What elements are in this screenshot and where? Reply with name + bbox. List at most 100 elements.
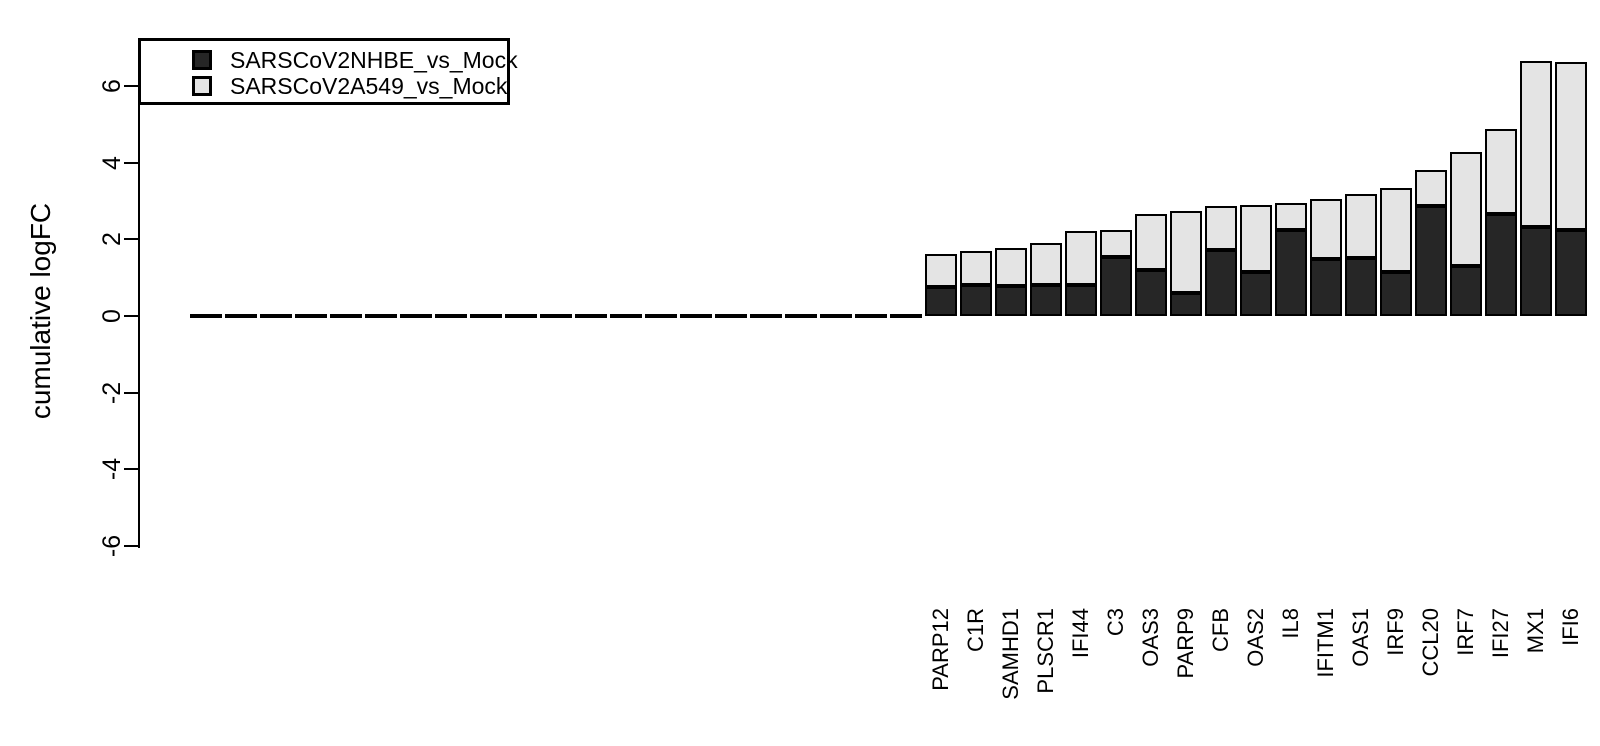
x-axis-label: PARP9 (1173, 608, 1198, 679)
zero-bar-dash (820, 314, 852, 318)
bar-segment-nhbe (1485, 214, 1517, 316)
bar-segment-nhbe (1450, 266, 1482, 316)
bar-segment-nhbe (1205, 250, 1237, 316)
x-axis-label: IFI27 (1488, 608, 1513, 659)
y-tick-label: -6 (98, 534, 126, 558)
y-tick-label: 0 (98, 309, 126, 323)
x-axis-label: PARP12 (928, 608, 953, 691)
zero-bar-dash (365, 314, 397, 318)
zero-bar-dash (645, 314, 677, 318)
zero-bar-dash (470, 314, 502, 318)
x-axis-label: PLSCR1 (1033, 608, 1058, 694)
x-axis-label: CCL20 (1418, 608, 1443, 677)
bar-segment-nhbe (1100, 257, 1132, 316)
bar-segment-nhbe (1380, 272, 1412, 316)
x-axis-label: IFI6 (1558, 608, 1583, 646)
zero-bar-dash (890, 314, 922, 318)
bar-segment-a549 (1275, 203, 1307, 230)
zero-bar-dash (855, 314, 887, 318)
x-axis-label: MX1 (1523, 608, 1548, 654)
bar-segment-nhbe (1135, 270, 1167, 316)
bar-segment-a549 (1135, 214, 1167, 270)
zero-bar-dash (330, 314, 362, 318)
y-tick-label: 6 (98, 79, 126, 93)
zero-bar-dash (750, 314, 782, 318)
bar-segment-nhbe (1555, 230, 1587, 316)
y-tick-label: 2 (98, 232, 126, 246)
x-axis-label: IRF9 (1383, 608, 1408, 656)
bar-segment-nhbe (1520, 227, 1552, 316)
bar-segment-a549 (1170, 211, 1202, 293)
y-axis-title: cumulative logFC (25, 202, 56, 420)
legend-label-nhbe: SARSCoV2NHBE_vs_Mock (230, 47, 518, 73)
y-tick (124, 468, 138, 470)
zero-bar-dash (540, 314, 572, 318)
bar-segment-a549 (1415, 170, 1447, 206)
zero-bar-dash (260, 314, 292, 318)
bar-segment-a549 (1030, 243, 1062, 285)
x-axis-label: IRF7 (1453, 608, 1478, 656)
bar-segment-nhbe (1415, 206, 1447, 316)
bar-segment-nhbe (1310, 259, 1342, 316)
x-axis-label: IL8 (1278, 608, 1303, 639)
y-tick (124, 545, 138, 547)
legend-label-a549: SARSCoV2A549_vs_Mock (230, 73, 508, 99)
bar-segment-nhbe (1275, 230, 1307, 316)
y-tick (124, 315, 138, 317)
legend-item-a549: SARSCoV2A549_vs_Mock (141, 73, 507, 99)
bar-segment-a549 (1205, 206, 1237, 250)
bar-segment-a549 (1345, 194, 1377, 258)
bar-segment-a549 (1310, 199, 1342, 259)
bar-segment-nhbe (1345, 258, 1377, 316)
bar-segment-a549 (1100, 230, 1132, 257)
bar-segment-a549 (1485, 129, 1517, 214)
bar-segment-nhbe (1065, 285, 1097, 316)
zero-bar-dash (680, 314, 712, 318)
y-tick-label: -2 (98, 381, 126, 405)
x-axis-label: IFITM1 (1313, 608, 1338, 678)
zero-bar-dash (190, 314, 222, 318)
bar-segment-nhbe (1240, 272, 1272, 316)
bar-segment-a549 (1380, 188, 1412, 272)
y-tick (124, 162, 138, 164)
legend-swatch-nhbe-icon (192, 50, 212, 70)
y-tick-label: -4 (98, 457, 126, 481)
legend-swatch-a549-icon (192, 76, 212, 96)
zero-bar-dash (435, 314, 467, 318)
x-axis-label: OAS1 (1348, 608, 1373, 667)
x-axis-label: OAS2 (1243, 608, 1268, 667)
y-axis-line (138, 84, 140, 548)
zero-bar-dash (225, 314, 257, 318)
x-axis-label: C3 (1103, 608, 1128, 637)
bar-segment-a549 (1555, 62, 1587, 230)
y-tick (124, 238, 138, 240)
bar-segment-a549 (925, 254, 957, 287)
bar-segment-nhbe (995, 286, 1027, 316)
legend-item-nhbe: SARSCoV2NHBE_vs_Mock (141, 47, 518, 73)
legend: SARSCoV2NHBE_vs_Mock SARSCoV2A549_vs_Moc… (138, 38, 518, 105)
zero-bar-dash (295, 314, 327, 318)
bar-segment-nhbe (1170, 293, 1202, 316)
x-axis-label: OAS3 (1138, 608, 1163, 667)
zero-bar-dash (785, 314, 817, 318)
bar-segment-nhbe (925, 287, 957, 316)
zero-bar-dash (715, 314, 747, 318)
bar-segment-a549 (1240, 205, 1272, 272)
bar-segment-nhbe (960, 285, 992, 316)
zero-bar-dash (575, 314, 607, 318)
bar-segment-nhbe (1030, 285, 1062, 316)
bar-segment-a549 (1450, 152, 1482, 266)
zero-bar-dash (400, 314, 432, 318)
y-tick-label: 4 (98, 156, 126, 170)
x-axis-label: C1R (963, 608, 988, 653)
x-axis-label: CFB (1208, 608, 1233, 652)
bar-segment-a549 (1520, 61, 1552, 227)
x-axis-label: SAMHD1 (998, 608, 1023, 700)
bar-segment-a549 (960, 251, 992, 285)
y-tick (124, 85, 138, 87)
bar-segment-a549 (1065, 231, 1097, 285)
zero-bar-dash (610, 314, 642, 318)
zero-bar-dash (505, 314, 537, 318)
bar-segment-a549 (995, 248, 1027, 286)
